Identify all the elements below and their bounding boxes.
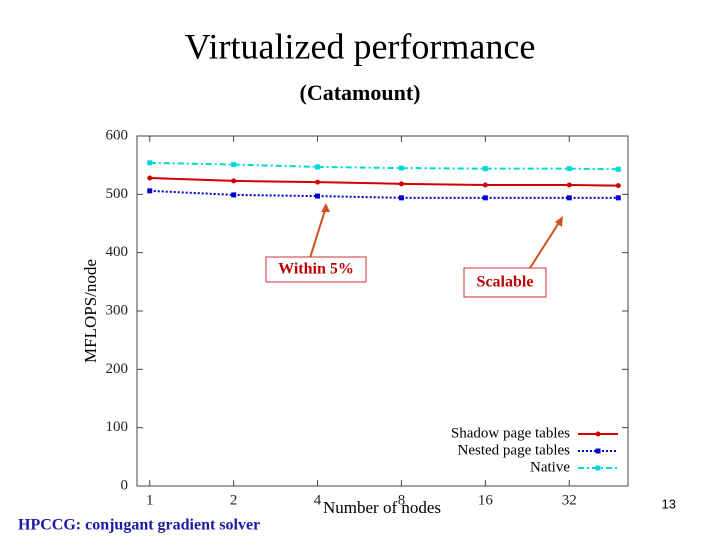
marker <box>398 195 404 201</box>
arrow-head <box>555 216 563 227</box>
marker <box>147 160 153 166</box>
plot-frame <box>136 135 629 487</box>
marker <box>595 431 601 437</box>
marker <box>615 166 621 172</box>
chart-title: Virtualized performance <box>185 26 536 66</box>
marker <box>398 181 404 187</box>
legend-label: Shadow page tables <box>451 425 570 441</box>
marker <box>231 192 237 198</box>
marker <box>595 448 601 454</box>
x-tick-label: 16 <box>478 492 494 508</box>
page-number: 13 <box>662 496 676 511</box>
marker <box>566 195 572 201</box>
annotation-box <box>463 267 547 298</box>
footer: HPCCG: conjugant gradient solver <box>18 517 260 534</box>
y-tick-label: 400 <box>106 244 129 260</box>
annotation-arrow <box>529 220 561 269</box>
y-tick-label: 300 <box>106 302 129 318</box>
marker <box>147 188 153 194</box>
marker <box>147 175 153 181</box>
annotation-box <box>265 256 367 283</box>
legend-label: Native <box>530 459 570 475</box>
marker <box>482 166 488 172</box>
annotation-arrow <box>309 206 327 259</box>
y-tick-label: 200 <box>106 361 129 377</box>
legend-label: Nested page tables <box>458 442 571 458</box>
marker <box>615 195 621 201</box>
annotation: Scalable <box>477 274 534 291</box>
marker <box>231 178 237 184</box>
x-tick-label: 32 <box>562 492 577 508</box>
marker <box>315 179 321 185</box>
x-tick-label: 1 <box>146 492 154 508</box>
chart-subtitle: (Catamount) <box>300 80 421 105</box>
marker <box>566 166 572 172</box>
x-axis-label: Number of nodes <box>323 498 441 517</box>
marker <box>566 182 572 188</box>
x-tick-label: 4 <box>314 492 322 508</box>
marker <box>315 193 321 199</box>
marker <box>482 182 488 188</box>
marker <box>231 162 237 168</box>
marker <box>398 165 404 171</box>
marker <box>615 183 621 189</box>
marker <box>482 195 488 201</box>
series-line <box>149 189 619 199</box>
y-tick-label: 500 <box>106 186 129 202</box>
arrow-head <box>321 203 330 212</box>
x-tick-label: 2 <box>230 492 238 508</box>
annotation: Within 5% <box>278 261 354 278</box>
marker <box>315 164 321 170</box>
x-tick-label: 8 <box>398 492 406 508</box>
y-tick-label: 100 <box>106 419 129 435</box>
y-tick-label: 600 <box>106 127 129 143</box>
series-line <box>149 161 619 171</box>
y-axis-label: MFLOPS/node <box>81 259 100 363</box>
plot-area: 0 100 200 300 400 500 600 1 2 4 8 16 32 Shadow page t… <box>106 127 628 508</box>
series-line <box>149 177 619 187</box>
marker <box>595 465 601 471</box>
y-tick-label: 0 <box>121 477 129 493</box>
